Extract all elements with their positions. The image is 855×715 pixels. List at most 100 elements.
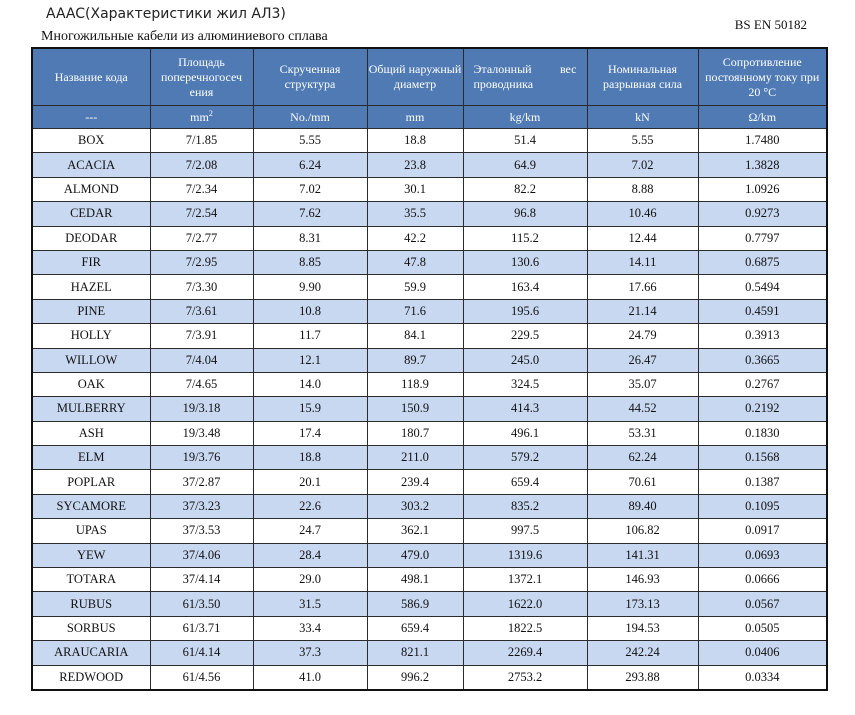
cell-diameter: 42.2	[366, 225, 464, 251]
table-row: TOTARA 37/4.14 29.0 498.1 1372.1 146.93 0.0666	[31, 567, 828, 593]
cell-breaking-force: 8.88	[586, 176, 699, 203]
cell-stranding: 9.90	[252, 274, 368, 300]
table-row: REDWOOD 61/4.56 41.0 996.2 2753.2 293.88 0.033…	[31, 664, 828, 691]
cell-breaking-force: 106.82	[586, 518, 699, 544]
cell-diameter: 150.9	[366, 396, 464, 422]
spec-table: Название кода Площадь поперечногосеч ени…	[31, 47, 828, 691]
cell-breaking-force: 44.52	[586, 396, 699, 422]
cell-code-name: POPLAR	[31, 469, 151, 495]
cell-breaking-force: 89.40	[586, 493, 699, 520]
cell-code-name: SORBUS	[31, 615, 151, 642]
cell-stranding: 29.0	[252, 567, 368, 593]
cell-area: 7/1.85	[149, 127, 254, 154]
cell-weight: 2753.2	[462, 664, 588, 691]
column-header-breaking-force: Номинальная разрывная сила	[586, 47, 699, 106]
header-row: Название кода Площадь поперечногосеч ени…	[31, 47, 828, 106]
cell-weight: 659.4	[462, 469, 588, 495]
cell-code-name: DEODAR	[31, 225, 151, 251]
cell-breaking-force: 146.93	[586, 567, 699, 593]
cell-breaking-force: 26.47	[586, 347, 699, 373]
cell-code-name: YEW	[31, 542, 151, 569]
cell-diameter: 586.9	[366, 591, 464, 617]
cell-area: 7/3.91	[149, 323, 254, 349]
cell-stranding: 24.7	[252, 518, 368, 544]
cell-stranding: 15.9	[252, 396, 368, 422]
cell-code-name: PINE	[31, 298, 151, 325]
cell-weight: 130.6	[462, 249, 588, 276]
spec-table-container: Название кода Площадь поперечногосеч ени…	[31, 47, 828, 691]
cell-resistance: 0.1830	[697, 420, 828, 447]
cell-breaking-force: 173.13	[586, 591, 699, 617]
cell-code-name: HOLLY	[31, 323, 151, 349]
cell-diameter: 362.1	[366, 518, 464, 544]
cell-resistance: 0.0917	[697, 518, 828, 544]
cell-diameter: 84.1	[366, 323, 464, 349]
cell-stranding: 7.62	[252, 201, 368, 227]
table-row: ELM 19/3.76 18.8 211.0 579.2 62.24 0.1568	[31, 445, 828, 471]
cell-breaking-force: 141.31	[586, 542, 699, 569]
cell-diameter: 211.0	[366, 445, 464, 471]
unit-diameter: mm	[366, 105, 464, 129]
cell-breaking-force: 293.88	[586, 664, 699, 691]
cell-breaking-force: 24.79	[586, 323, 699, 349]
cell-resistance: 0.5494	[697, 274, 828, 300]
table-row: SYCAMORE 37/3.23 22.6 303.2 835.2 89.40 0.1095	[31, 493, 828, 520]
cell-stranding: 31.5	[252, 591, 368, 617]
cell-code-name: ASH	[31, 420, 151, 447]
cell-area: 37/4.06	[149, 542, 254, 569]
cell-area: 19/3.18	[149, 396, 254, 422]
cell-diameter: 23.8	[366, 152, 464, 178]
cell-stranding: 5.55	[252, 127, 368, 154]
unit-code-name: ---	[31, 105, 151, 129]
cell-resistance: 0.2192	[697, 396, 828, 422]
table-row: ARAUCARIA 61/4.14 37.3 821.1 2269.4 242.24 0.0…	[31, 640, 828, 666]
cell-stranding: 12.1	[252, 347, 368, 373]
unit-area: mm2	[149, 105, 254, 129]
table-row: OAK 7/4.65 14.0 118.9 324.5 35.07 0.2767	[31, 371, 828, 398]
unit-area-base: mm	[190, 110, 209, 124]
cell-resistance: 0.0505	[697, 615, 828, 642]
cell-area: 7/2.08	[149, 152, 254, 178]
table-row: SORBUS 61/3.71 33.4 659.4 1822.5 194.53 0.0505	[31, 615, 828, 642]
cell-breaking-force: 194.53	[586, 615, 699, 642]
table-row: WILLOW 7/4.04 12.1 89.7 245.0 26.47 0.3665	[31, 347, 828, 373]
cell-breaking-force: 10.46	[586, 201, 699, 227]
cell-area: 7/3.30	[149, 274, 254, 300]
cell-stranding: 17.4	[252, 420, 368, 447]
units-row: --- mm2 No./mm mm kg/km kN Ω/km	[31, 105, 828, 129]
cell-stranding: 8.31	[252, 225, 368, 251]
cell-weight: 1622.0	[462, 591, 588, 617]
cell-weight: 997.5	[462, 518, 588, 544]
cell-code-name: SYCAMORE	[31, 493, 151, 520]
cell-resistance: 0.4591	[697, 298, 828, 325]
column-header-diameter: Общий наружный диаметр	[366, 47, 464, 106]
column-header-code-name: Название кода	[31, 47, 151, 106]
cell-resistance: 0.3665	[697, 347, 828, 373]
table-row: FIR 7/2.95 8.85 47.8 130.6 14.11 0.6875	[31, 249, 828, 276]
cell-breaking-force: 62.24	[586, 445, 699, 471]
cell-code-name: MULBERRY	[31, 396, 151, 422]
cell-area: 19/3.76	[149, 445, 254, 471]
cell-weight: 324.5	[462, 371, 588, 398]
cell-diameter: 71.6	[366, 298, 464, 325]
cell-stranding: 41.0	[252, 664, 368, 691]
cell-resistance: 1.3828	[697, 152, 828, 178]
cell-weight: 496.1	[462, 420, 588, 447]
table-row: ASH 19/3.48 17.4 180.7 496.1 53.31 0.1830	[31, 420, 828, 447]
cell-resistance: 0.6875	[697, 249, 828, 276]
cell-area: 61/4.56	[149, 664, 254, 691]
cell-diameter: 479.0	[366, 542, 464, 569]
cell-stranding: 33.4	[252, 615, 368, 642]
cell-code-name: WILLOW	[31, 347, 151, 373]
cell-resistance: 0.1095	[697, 493, 828, 520]
cell-area: 61/3.71	[149, 615, 254, 642]
cell-diameter: 303.2	[366, 493, 464, 520]
cell-breaking-force: 21.14	[586, 298, 699, 325]
cell-code-name: HAZEL	[31, 274, 151, 300]
cell-weight: 195.6	[462, 298, 588, 325]
cell-weight: 163.4	[462, 274, 588, 300]
cell-stranding: 20.1	[252, 469, 368, 495]
cell-resistance: 0.1568	[697, 445, 828, 471]
cell-area: 7/4.04	[149, 347, 254, 373]
cell-weight: 1319.6	[462, 542, 588, 569]
